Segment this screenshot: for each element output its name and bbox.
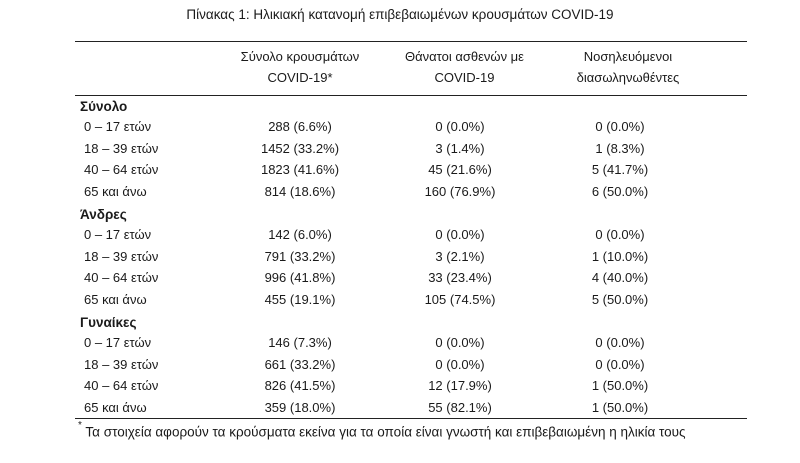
deaths-cell: 0 (0.0%) — [435, 335, 485, 350]
intubated-cell: 0 (0.0%) — [595, 335, 645, 350]
age-group-cell: 65 και άνω — [84, 399, 147, 415]
age-group-cell: 18 – 39 ετών — [84, 248, 159, 264]
table-row: 18 – 39 ετών 1452 (33.2%) 3 (1.4%) 1 (8.3%) — [0, 141, 800, 161]
table-row: 40 – 64 ετών 996 (41.8%) 33 (23.4%) 4 (40.0… — [0, 270, 800, 290]
table-row: 0 – 17 ετών 146 (7.3%) 0 (0.0%) 0 (0.0%) — [0, 335, 800, 355]
footnote: * Τα στοιχεία αφορούν τα κρούσματα εκείν… — [78, 420, 686, 440]
deaths-cell: 12 (17.9%) — [428, 378, 492, 393]
age-group-cell: 18 – 39 ετών — [84, 140, 159, 156]
total-cases-cell: 791 (33.2%) — [264, 248, 336, 264]
intubated-cell: 1 (10.0%) — [591, 248, 649, 264]
footnote-marker: * — [78, 420, 82, 431]
table-bottom-rule — [75, 418, 747, 419]
column-header-total-line1: Σύνολο κρουσμάτων — [240, 49, 360, 64]
deaths-cell: 55 (82.1%) — [428, 399, 492, 415]
total-cases-cell: 146 (7.3%) — [268, 335, 332, 350]
table-row: 65 και άνω 814 (18.6%) 160 (76.9%) 6 (50.0%… — [0, 184, 800, 204]
age-group-cell: 65 και άνω — [84, 183, 147, 199]
intubated-cell: 4 (40.0%) — [591, 270, 649, 285]
intubated-cell: 0 (0.0%) — [595, 356, 645, 372]
intubated-cell: 1 (50.0%) — [591, 399, 649, 415]
age-group-cell: 0 – 17 ετών — [84, 119, 152, 134]
column-header-intubated: Νοσηλευόμενοι διασωληνωθέντες — [548, 46, 708, 88]
deaths-cell: 105 (74.5%) — [424, 291, 496, 307]
column-header-deaths-line1: Θάνατοι ασθενών με — [405, 49, 524, 64]
intubated-cell: 5 (41.7%) — [591, 162, 649, 177]
section-header: Σύνολο — [80, 99, 128, 114]
table-row: 40 – 64 ετών 826 (41.5%) 12 (17.9%) 1 (50.0… — [0, 378, 800, 398]
deaths-cell: 33 (23.4%) — [428, 270, 492, 285]
deaths-cell: 0 (0.0%) — [435, 119, 485, 134]
total-cases-cell: 1452 (33.2%) — [260, 140, 340, 156]
total-cases-cell: 661 (33.2%) — [264, 356, 336, 372]
table-top-rule — [75, 41, 747, 42]
intubated-cell: 1 (50.0%) — [591, 378, 649, 393]
table-row: 18 – 39 ετών 791 (33.2%) 3 (2.1%) 1 (10.0%) — [0, 249, 800, 269]
age-group-cell: 40 – 64 ετών — [84, 378, 159, 393]
footnote-text: Τα στοιχεία αφορούν τα κρούσματα εκείνα … — [85, 424, 686, 440]
table-row: 65 και άνω 455 (19.1%) 105 (74.5%) 5 (50.0%… — [0, 292, 800, 312]
table-row: 0 – 17 ετών 288 (6.6%) 0 (0.0%) 0 (0.0%) — [0, 119, 800, 139]
table-row: 18 – 39 ετών 661 (33.2%) 0 (0.0%) 0 (0.0%) — [0, 357, 800, 377]
total-cases-cell: 814 (18.6%) — [264, 183, 336, 199]
column-header-deaths-line2: COVID-19 — [434, 70, 495, 85]
table-title: Πίνακας 1: Ηλικιακή κατανομή επιβεβαιωμέ… — [186, 7, 614, 22]
total-cases-cell: 996 (41.8%) — [264, 270, 336, 285]
table-row: 0 – 17 ετών 142 (6.0%) 0 (0.0%) 0 (0.0%) — [0, 227, 800, 247]
column-header-total-line2: COVID-19* — [267, 70, 333, 85]
table-header-rule — [75, 95, 747, 96]
deaths-cell: 45 (21.6%) — [428, 162, 492, 177]
total-cases-cell: 826 (41.5%) — [264, 378, 336, 393]
intubated-cell: 0 (0.0%) — [595, 119, 645, 134]
table-row: 40 – 64 ετών 1823 (41.6%) 45 (21.6%) 5 (41.… — [0, 162, 800, 182]
intubated-cell: 5 (50.0%) — [591, 291, 649, 307]
section-header: Άνδρες — [80, 207, 127, 222]
deaths-cell: 0 (0.0%) — [435, 227, 485, 242]
column-header-total-cases: Σύνολο κρουσμάτων COVID-19* — [225, 46, 375, 88]
total-cases-cell: 142 (6.0%) — [268, 227, 332, 242]
deaths-cell: 160 (76.9%) — [424, 183, 496, 199]
deaths-cell: 0 (0.0%) — [435, 356, 485, 372]
intubated-cell: 0 (0.0%) — [595, 227, 645, 242]
age-group-cell: 40 – 64 ετών — [84, 270, 159, 285]
column-header-intubated-line2: διασωληνωθέντες — [576, 70, 680, 85]
total-cases-cell: 1823 (41.6%) — [260, 162, 340, 177]
age-group-cell: 40 – 64 ετών — [84, 162, 159, 177]
table-row: 65 και άνω 359 (18.0%) 55 (82.1%) 1 (50.0%) — [0, 400, 800, 420]
age-group-cell: 65 και άνω — [84, 291, 147, 307]
column-header-intubated-line1: Νοσηλευόμενοι — [583, 49, 673, 64]
deaths-cell: 3 (2.1%) — [435, 248, 485, 264]
intubated-cell: 1 (8.3%) — [595, 140, 645, 156]
age-group-cell: 18 – 39 ετών — [84, 356, 159, 372]
age-group-cell: 0 – 17 ετών — [84, 335, 152, 350]
column-header-deaths: Θάνατοι ασθενών με COVID-19 — [382, 46, 547, 88]
deaths-cell: 3 (1.4%) — [435, 140, 485, 156]
age-group-cell: 0 – 17 ετών — [84, 227, 152, 242]
total-cases-cell: 455 (19.1%) — [264, 291, 336, 307]
section-header: Γυναίκες — [80, 315, 137, 330]
total-cases-cell: 359 (18.0%) — [264, 399, 336, 415]
total-cases-cell: 288 (6.6%) — [268, 119, 332, 134]
intubated-cell: 6 (50.0%) — [591, 183, 649, 199]
